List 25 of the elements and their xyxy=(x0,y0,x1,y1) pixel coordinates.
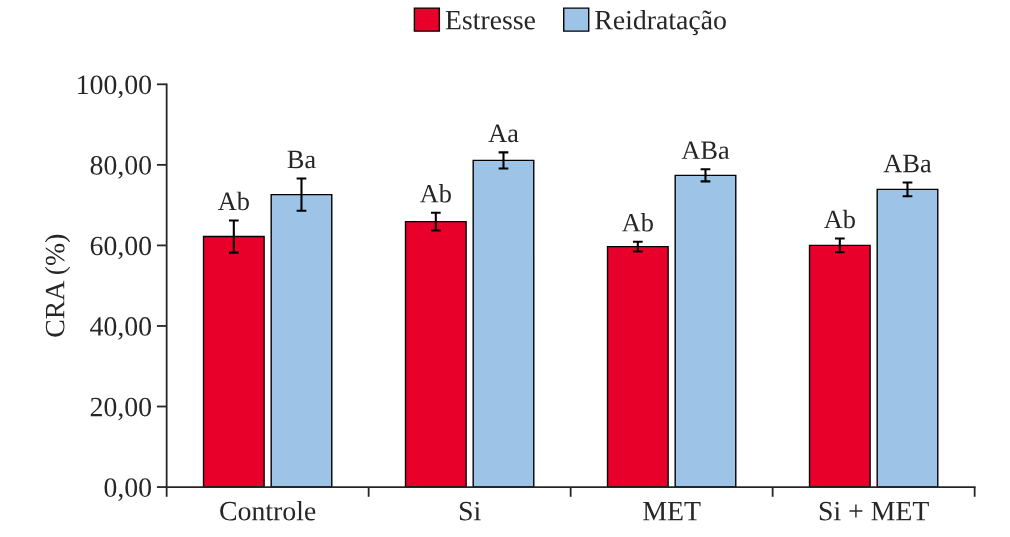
bar xyxy=(808,244,871,488)
legend-label: Reidratação xyxy=(595,9,726,36)
data-label: ABa xyxy=(681,141,730,160)
x-tick-label: Si + MET xyxy=(819,501,929,521)
y-tick-label: 40,00 xyxy=(90,317,152,340)
bar xyxy=(606,245,669,488)
x-tick-label: Si xyxy=(459,501,481,521)
data-label: Ab xyxy=(419,184,451,203)
x-tick-label: Controle xyxy=(220,500,316,521)
data-label: Ab xyxy=(621,213,653,232)
x-tick-label: MET xyxy=(643,502,701,521)
data-label: Ba xyxy=(287,150,316,169)
y-tick-label: 0,00 xyxy=(104,478,152,501)
y-tick-label: 60,00 xyxy=(90,236,152,260)
y-axis-title: CRA (%) xyxy=(44,234,71,337)
data-label: Ab xyxy=(217,191,249,211)
bar xyxy=(876,188,939,488)
y-tick-label: 100,00 xyxy=(78,75,152,99)
y-tick-label: 20,00 xyxy=(90,397,152,421)
legend-label: Estresse xyxy=(445,11,535,30)
bar xyxy=(674,174,737,488)
y-tick-label: 80,00 xyxy=(90,156,152,179)
data-label: Ab xyxy=(823,209,855,229)
data-label: ABa xyxy=(883,154,932,173)
data-label: Aa xyxy=(488,124,519,143)
